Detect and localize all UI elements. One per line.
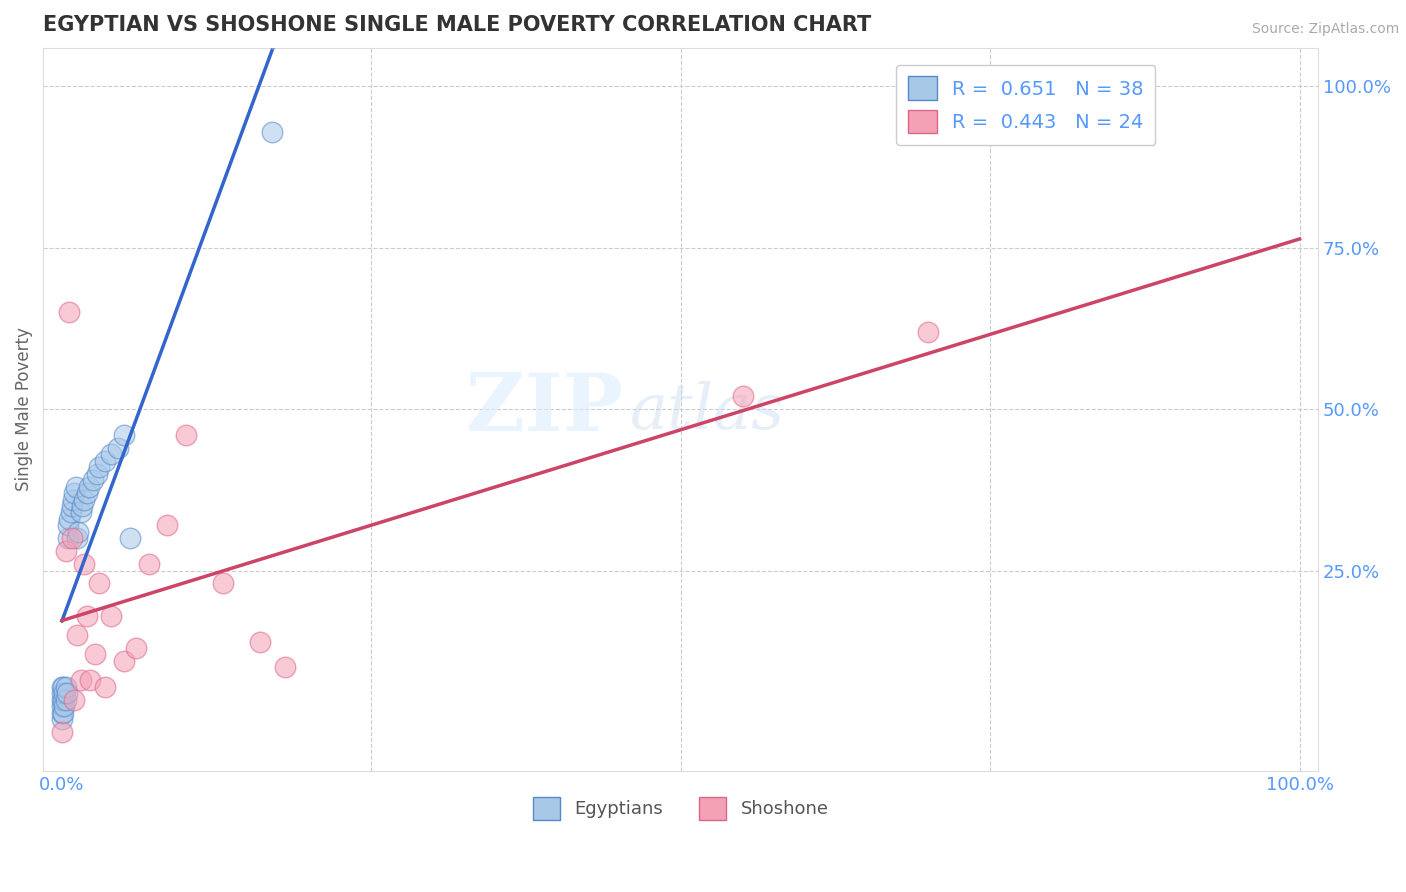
Point xyxy=(73,492,96,507)
Point xyxy=(94,454,117,468)
Point xyxy=(125,640,148,655)
Point xyxy=(76,486,98,500)
Point xyxy=(138,557,160,571)
Point xyxy=(82,473,104,487)
Text: Source: ZipAtlas.com: Source: ZipAtlas.com xyxy=(1251,22,1399,37)
Point xyxy=(69,673,91,688)
Point xyxy=(100,447,122,461)
Point xyxy=(51,692,73,706)
Point xyxy=(76,608,98,623)
Point xyxy=(917,325,939,339)
Point xyxy=(52,706,75,720)
Point xyxy=(52,680,75,694)
Point xyxy=(67,524,90,539)
Point xyxy=(55,680,77,694)
Point xyxy=(56,518,79,533)
Point xyxy=(731,389,754,403)
Point xyxy=(86,467,108,481)
Point xyxy=(249,634,271,648)
Text: EGYPTIAN VS SHOSHONE SINGLE MALE POVERTY CORRELATION CHART: EGYPTIAN VS SHOSHONE SINGLE MALE POVERTY… xyxy=(44,15,872,35)
Point xyxy=(60,499,83,513)
Point xyxy=(66,628,89,642)
Point xyxy=(51,712,73,726)
Point xyxy=(84,648,107,662)
Point xyxy=(58,512,80,526)
Point xyxy=(56,686,79,700)
Point xyxy=(58,305,80,319)
Point xyxy=(79,673,101,688)
Point xyxy=(55,544,77,558)
Point xyxy=(65,480,87,494)
Point xyxy=(60,531,83,545)
Point xyxy=(100,608,122,623)
Point xyxy=(63,692,86,706)
Point xyxy=(59,506,82,520)
Point xyxy=(87,576,110,591)
Point xyxy=(112,654,135,668)
Point xyxy=(94,680,117,694)
Point xyxy=(73,557,96,571)
Text: atlas: atlas xyxy=(630,381,785,442)
Point xyxy=(174,428,197,442)
Point xyxy=(156,518,179,533)
Point xyxy=(51,699,73,714)
Point xyxy=(112,428,135,442)
Point xyxy=(56,531,79,545)
Point xyxy=(70,499,93,513)
Point xyxy=(51,725,73,739)
Point xyxy=(66,531,89,545)
Point xyxy=(77,480,100,494)
Point xyxy=(51,680,73,694)
Point xyxy=(262,125,284,139)
Point xyxy=(53,699,76,714)
Point xyxy=(118,531,141,545)
Point xyxy=(274,660,297,674)
Point xyxy=(52,692,75,706)
Legend: Egyptians, Shoshone: Egyptians, Shoshone xyxy=(526,790,837,827)
Point xyxy=(55,692,77,706)
Point xyxy=(69,506,91,520)
Text: ZIP: ZIP xyxy=(467,370,623,448)
Point xyxy=(62,492,84,507)
Point xyxy=(51,706,73,720)
Point xyxy=(107,441,129,455)
Y-axis label: Single Male Poverty: Single Male Poverty xyxy=(15,327,32,491)
Point xyxy=(53,686,76,700)
Point xyxy=(63,486,86,500)
Point xyxy=(87,460,110,475)
Point xyxy=(212,576,235,591)
Point xyxy=(51,686,73,700)
